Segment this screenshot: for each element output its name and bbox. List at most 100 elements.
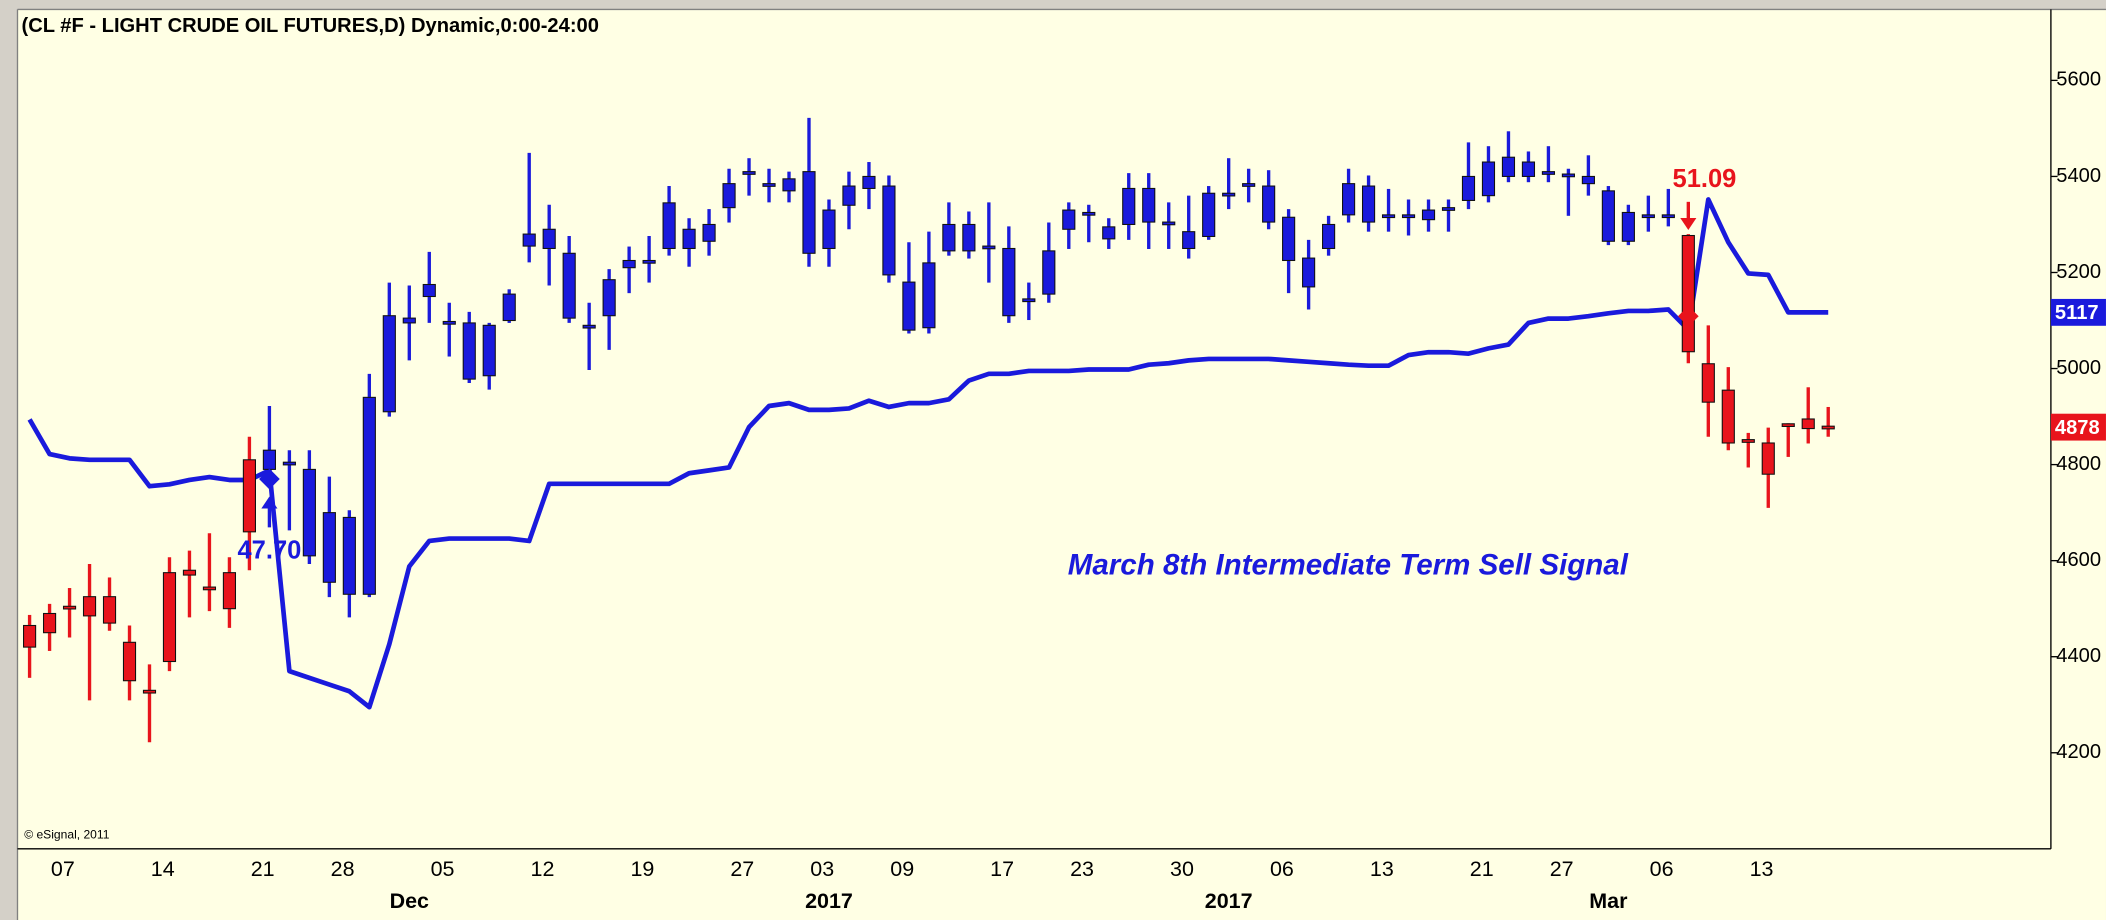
candle-body xyxy=(802,171,816,254)
candle-body xyxy=(202,586,217,591)
candle-body xyxy=(962,223,976,252)
candle-body xyxy=(1202,192,1216,238)
candle-body xyxy=(1521,161,1536,177)
candle-body xyxy=(1481,161,1496,197)
candle-body xyxy=(1701,363,1715,403)
x-tick-label: 27 xyxy=(1550,857,1574,881)
last-value-label: 5117 xyxy=(2055,302,2099,324)
candle-body xyxy=(1661,214,1675,219)
candle-body xyxy=(82,596,97,617)
candle-body xyxy=(1222,192,1236,197)
x-tick-label: 27 xyxy=(730,857,754,881)
y-tick-label: 5000 xyxy=(2056,357,2101,379)
candle-body xyxy=(1342,183,1356,216)
candle-body xyxy=(642,259,656,264)
x-tick-label: 19 xyxy=(630,857,654,881)
candle-body xyxy=(882,185,896,276)
candle-body xyxy=(1441,207,1456,211)
candle-body xyxy=(582,324,596,329)
x-tick-label: 13 xyxy=(1750,857,1774,881)
candle-body xyxy=(1501,156,1516,177)
candle-body xyxy=(1681,234,1695,353)
candle-body xyxy=(1122,187,1136,226)
chart-background xyxy=(17,9,2106,920)
candle-body xyxy=(902,281,916,331)
candle-body xyxy=(322,512,336,583)
candle-body xyxy=(1541,171,1556,175)
candle-body xyxy=(482,324,496,377)
candle-body xyxy=(462,322,476,380)
candle-body xyxy=(662,202,676,250)
candle-body xyxy=(1781,423,1795,428)
candle-body xyxy=(1801,418,1815,430)
signal-label: 51.09 xyxy=(1673,165,1737,193)
last-value-box xyxy=(2050,413,2106,441)
candle-body xyxy=(522,233,536,247)
candle-body xyxy=(262,449,276,470)
x-tick-label: 23 xyxy=(1070,857,1094,881)
candle-body xyxy=(1082,211,1096,216)
x-period-label: Mar xyxy=(1589,889,1628,913)
candle-body xyxy=(302,468,316,557)
candle-body xyxy=(162,572,177,663)
candle-body xyxy=(1581,175,1595,185)
candle-body xyxy=(1042,250,1056,295)
credit: © eSignal, 2011 xyxy=(24,828,110,842)
candle-body xyxy=(1741,439,1755,443)
signal-arrow-head xyxy=(1680,217,1697,231)
y-tick-label: 4800 xyxy=(2056,453,2101,475)
signal-arrow-head xyxy=(261,496,278,509)
last-value-label: 4878 xyxy=(2055,417,2100,439)
candle-body xyxy=(402,317,416,324)
signal-marker xyxy=(259,468,280,490)
candle-body xyxy=(1142,187,1156,223)
x-tick-label: 28 xyxy=(331,857,355,881)
candle-body xyxy=(1821,425,1835,430)
candle-body xyxy=(442,320,456,325)
candle-body xyxy=(1322,223,1336,250)
candle-body xyxy=(102,596,117,624)
candle-body xyxy=(1062,209,1076,230)
candle-body xyxy=(23,624,37,648)
candle-body xyxy=(182,569,197,576)
x-tick-label: 12 xyxy=(531,857,555,881)
y-tick-label: 5600 xyxy=(2056,69,2101,91)
candle-body xyxy=(842,185,856,206)
x-tick-label: 14 xyxy=(151,857,175,881)
candle-body xyxy=(702,223,716,242)
candle-body xyxy=(562,252,576,319)
x-period-label: 2017 xyxy=(805,889,853,913)
stop-line xyxy=(27,197,1829,710)
candle-body xyxy=(762,183,776,187)
candle-body xyxy=(242,459,256,533)
candle-body xyxy=(502,293,516,322)
candle-body xyxy=(1262,185,1276,223)
annotation: March 8th Intermediate Term Sell Signal xyxy=(1068,549,1629,582)
candle-body xyxy=(1401,214,1416,219)
x-tick-label: 06 xyxy=(1270,857,1294,881)
candle-body xyxy=(282,461,296,466)
candle-body xyxy=(122,641,137,682)
x-tick-label: 03 xyxy=(810,857,834,881)
candle-body xyxy=(1002,247,1016,317)
candle-body xyxy=(1182,231,1196,250)
candle-body xyxy=(1761,442,1775,475)
candle-body xyxy=(822,209,836,250)
candle-body xyxy=(1282,216,1296,262)
candle-body xyxy=(742,171,756,175)
candle-body xyxy=(1601,190,1615,242)
candle-body xyxy=(1162,221,1176,226)
candle-body xyxy=(1461,175,1476,201)
candle-body xyxy=(682,228,696,250)
x-tick-label: 13 xyxy=(1370,857,1394,881)
candle-body xyxy=(1561,173,1575,178)
candle-body xyxy=(622,259,636,269)
signal-label: 47.70 xyxy=(237,536,301,564)
candle-body xyxy=(1621,211,1635,242)
candle-body xyxy=(62,605,77,610)
x-tick-label: 07 xyxy=(51,857,75,881)
candle-body xyxy=(602,279,616,317)
x-period-label: Dec xyxy=(390,889,429,913)
